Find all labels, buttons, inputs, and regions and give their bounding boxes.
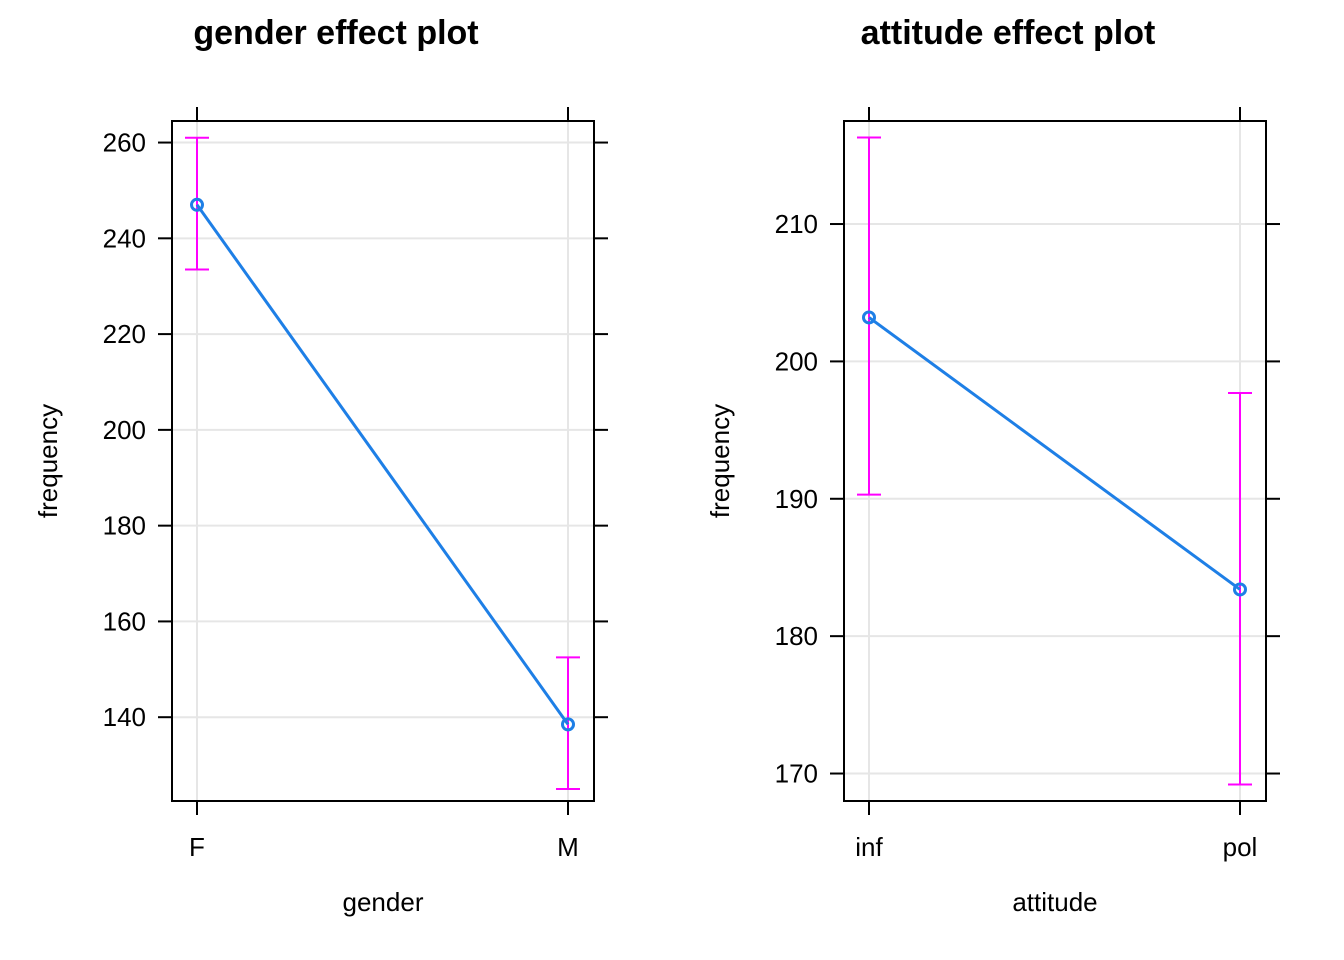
error-bar-inf [857,136,881,496]
y-tick-label: 240 [103,223,146,253]
x-axis-label: gender [343,887,424,917]
error-bar-F [185,136,209,271]
y-tick-label: 180 [775,621,818,651]
y-axis-label: frequency [705,404,735,518]
effect-line [195,203,570,726]
plot-frame [843,120,1267,802]
effect-line [868,316,1241,591]
x-tick-label: M [557,832,579,862]
x-tick-label: F [189,832,205,862]
data-point-M [561,717,575,732]
y-tick-label: 200 [103,415,146,445]
y-tick-label: 160 [103,606,146,636]
y-tick-label: 200 [775,346,818,376]
y-tick-label: 190 [775,484,818,514]
chart-title: gender effect plot [193,14,478,52]
x-axis-label: attitude [1012,887,1097,917]
data-point-pol [1233,582,1247,597]
data-point-inf [862,310,876,325]
y-axis-label: frequency [33,404,63,518]
x-tick-label: pol [1223,832,1258,862]
chart-title: attitude effect plot [861,14,1156,52]
y-tick-label: 140 [103,702,146,732]
panel-2: attitude effect plot 170 180 190 200 210 inf po… [705,14,1280,917]
y-tick-label: 180 [103,511,146,541]
y-tick-label: 210 [775,209,818,239]
x-tick-label: inf [855,832,883,862]
y-tick-label: 220 [103,319,146,349]
plot-frame [171,120,595,802]
y-tick-label: 260 [103,128,146,158]
data-point-F [190,197,204,212]
y-tick-label: 170 [775,759,818,789]
panel-1: gender effect plot 140 160 180 200 220 240 260 F… [33,14,608,917]
